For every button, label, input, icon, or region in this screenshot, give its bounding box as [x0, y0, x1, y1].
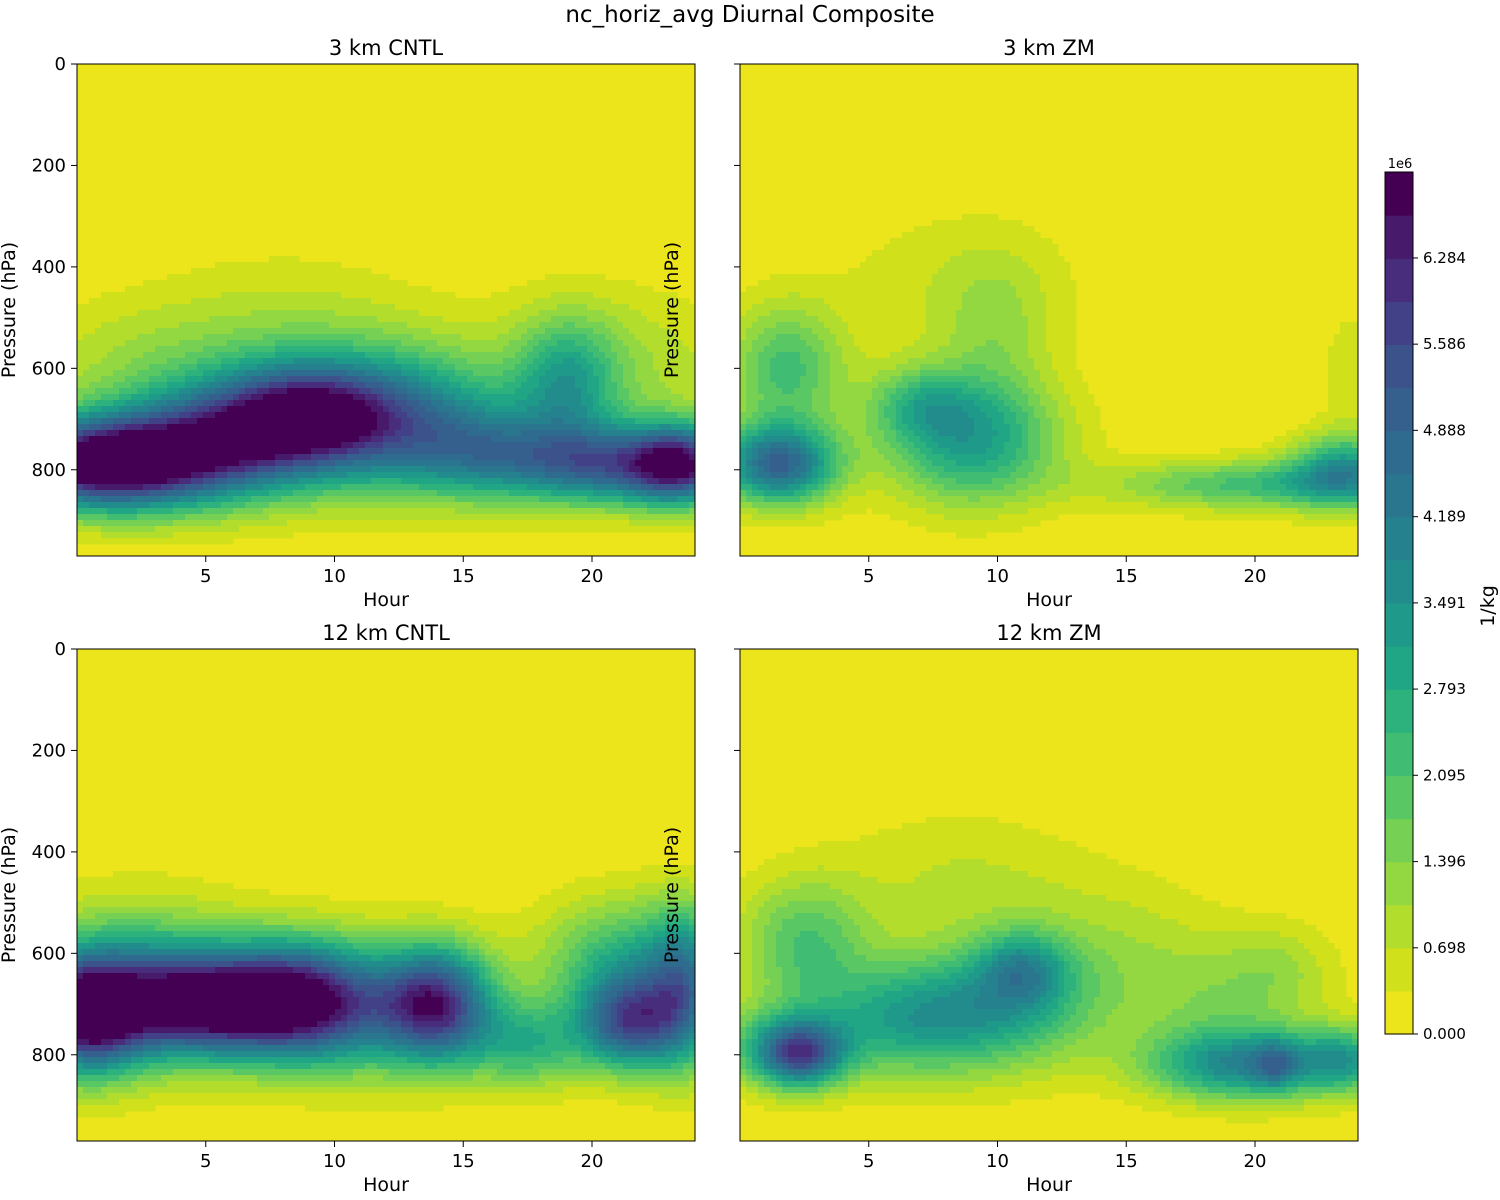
y-tick-label: 600: [32, 358, 66, 379]
colorbar-level: [1385, 904, 1413, 949]
axes-frame: [739, 63, 1359, 557]
contour-field: [77, 64, 695, 556]
x-tick-label: 15: [452, 1151, 475, 1172]
y-tick-label: 400: [32, 842, 66, 863]
x-tick-label: 15: [1115, 1151, 1138, 1172]
colorbar-tick-label: 3.491: [1423, 594, 1466, 612]
x-tick-label: 5: [200, 566, 211, 587]
colorbar-level: [1385, 818, 1413, 863]
y-tick-label: 600: [32, 943, 66, 964]
colorbar-level: [1385, 603, 1413, 647]
colorbar-tick-label: 6.284: [1423, 249, 1466, 267]
colorbar-level: [1385, 689, 1413, 733]
x-tick-label: 10: [986, 1151, 1009, 1172]
colorbar-level: [1385, 258, 1413, 302]
x-tick-label: 10: [986, 566, 1009, 587]
x-tick-label: 5: [863, 566, 874, 587]
x-axis-label: Hour: [1026, 589, 1072, 611]
panel-title: 3 km CNTL: [329, 36, 444, 60]
x-tick-label: 15: [1115, 566, 1138, 587]
contour-field: [740, 64, 1358, 556]
colorbar-label: 1/kg: [1477, 585, 1499, 627]
colorbar-tick-label: 1.396: [1423, 853, 1466, 871]
y-tick-label: 800: [32, 1045, 66, 1066]
x-tick-label: 20: [581, 566, 604, 587]
y-tick-label: 200: [32, 155, 66, 176]
colorbar-tick-label: 2.793: [1423, 680, 1466, 698]
y-axis-label: Pressure (hPa): [0, 242, 20, 378]
x-tick-label: 15: [452, 566, 475, 587]
panel-title: 12 km CNTL: [322, 621, 450, 645]
colorbar-tick-label: 0.000: [1423, 1025, 1466, 1043]
panel-title: 12 km ZM: [996, 621, 1101, 645]
x-tick-label: 20: [1244, 566, 1267, 587]
panel-3: 12 km CNTL 5 10 15 20 Hour 0 200 400 600 800 Pressu…: [0, 621, 696, 1196]
y-tick-label: 400: [32, 257, 66, 278]
y-axis-label: Pressure (hPa): [661, 827, 683, 963]
colorbar-multiplier: 1e6: [1388, 157, 1413, 172]
x-tick-label: 20: [581, 1151, 604, 1172]
colorbar-level: [1385, 559, 1413, 604]
colorbar-level: [1385, 344, 1413, 389]
colorbar-level: [1385, 301, 1413, 345]
colorbar-level: [1385, 172, 1413, 216]
contour-field: [77, 649, 695, 1141]
colorbar-tick-label: 0.698: [1423, 939, 1466, 957]
colorbar: 1e6 0.000 0.698 1.396 2.095 2.793 3.491 4.189 4…: [1384, 157, 1499, 1043]
colorbar-tick-label: 4.888: [1423, 421, 1466, 439]
x-tick-label: 5: [863, 1151, 874, 1172]
x-tick-label: 10: [323, 566, 346, 587]
axes-frame: [76, 63, 696, 557]
panel-title: 3 km ZM: [1003, 36, 1095, 60]
colorbar-level: [1385, 473, 1413, 518]
colorbar-swatches: [1385, 172, 1413, 1035]
y-tick-label: 800: [32, 460, 66, 481]
colorbar-tick-label: 2.095: [1423, 766, 1466, 784]
colorbar-level: [1385, 516, 1413, 561]
x-tick-label: 10: [323, 1151, 346, 1172]
x-axis-label: Hour: [1026, 1174, 1072, 1196]
y-axis-label: Pressure (hPa): [661, 242, 683, 378]
y-axis-label: Pressure (hPa): [0, 827, 20, 963]
colorbar-level: [1385, 387, 1413, 432]
axes-frame: [76, 648, 696, 1142]
x-axis-label: Hour: [363, 1174, 409, 1196]
colorbar-ticks: 0.000 0.698 1.396 2.095 2.793 3.491 4.189 4.888…: [1413, 249, 1466, 1043]
panel-1: 3 km CNTL 5 10 15 20 Hour 0 200 400 600 800 Pressur…: [0, 36, 696, 611]
colorbar-tick-label: 4.189: [1423, 508, 1466, 526]
panel-2: 3 km ZM 5 10 15 20 Hour Pressure (hPa): [661, 36, 1359, 611]
colorbar-level: [1385, 430, 1413, 475]
colorbar-level: [1385, 215, 1413, 259]
axes-frame: [739, 648, 1359, 1142]
colorbar-level: [1385, 775, 1413, 820]
y-tick-label: 0: [55, 54, 66, 75]
figure-title: nc_horiz_avg Diurnal Composite: [565, 2, 935, 28]
colorbar-level: [1385, 646, 1413, 690]
y-tick-label: 0: [55, 639, 66, 660]
colorbar-level: [1385, 732, 1413, 776]
colorbar-level: [1385, 861, 1413, 906]
colorbar-level: [1385, 947, 1413, 992]
panel-4: 12 km ZM 5 10 15 20 Hour Pressure (hPa): [661, 621, 1359, 1196]
y-tick-label: 200: [32, 740, 66, 761]
contour-field: [740, 649, 1358, 1141]
colorbar-tick-label: 5.586: [1423, 335, 1466, 353]
x-tick-label: 20: [1244, 1151, 1267, 1172]
colorbar-level: [1385, 990, 1413, 1035]
x-axis-label: Hour: [363, 589, 409, 611]
x-tick-label: 5: [200, 1151, 211, 1172]
